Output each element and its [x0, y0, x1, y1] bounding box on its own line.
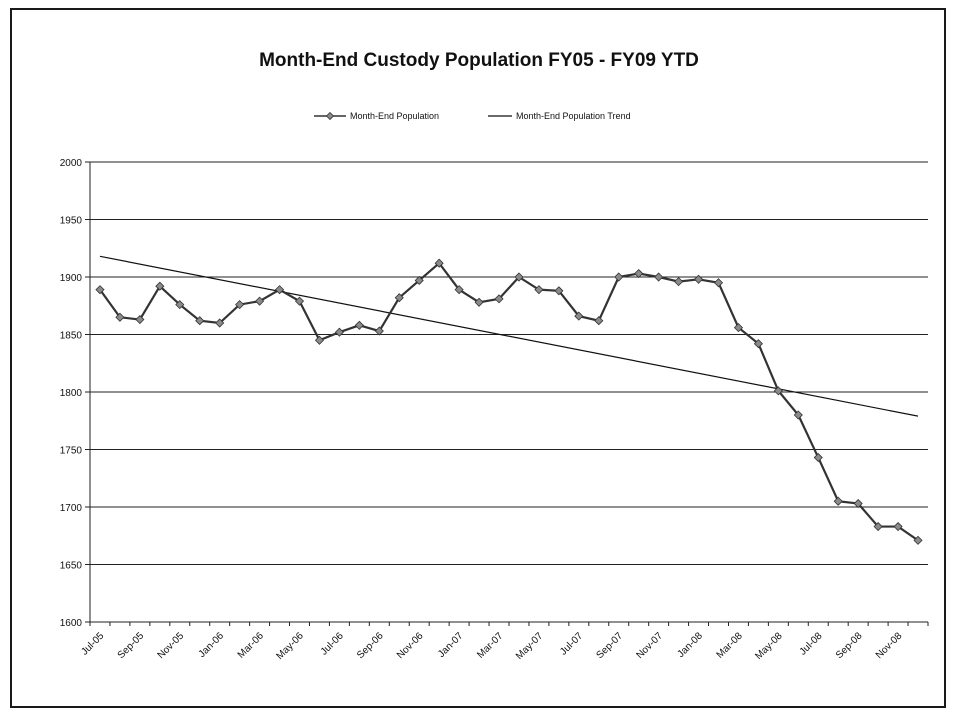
data-point: [893, 521, 903, 532]
trend-line: [99, 255, 919, 417]
x-tick-label: Jul-07: [558, 630, 585, 657]
data-point: [474, 297, 484, 307]
x-tick-label: Mar-06: [236, 630, 266, 660]
data-point: [115, 312, 125, 322]
x-tick-label: Nov-07: [634, 630, 665, 661]
data-point: [454, 285, 464, 295]
chart-frame: [10, 8, 946, 708]
y-axis-ticks: 1600 1650 1700 1750 1800 1850 1900 1950 2000: [60, 158, 90, 629]
data-point: [195, 316, 205, 326]
data-point: [155, 281, 165, 291]
data-point: [394, 293, 404, 303]
data-point: [514, 272, 524, 282]
data-point: [733, 323, 744, 333]
x-tick-label: Mar-08: [715, 630, 745, 660]
population-line: [99, 261, 919, 542]
gridlines: [90, 161, 928, 565]
data-point: [693, 274, 704, 284]
x-tick-label: Jul-06: [319, 630, 346, 657]
y-tick-label: 1900: [60, 273, 83, 284]
y-tick-label: 1800: [60, 388, 83, 399]
data-point: [354, 320, 364, 330]
data-point: [334, 327, 344, 337]
x-tick-label: May-08: [753, 630, 785, 662]
data-point: [634, 268, 644, 279]
data-point: [314, 335, 325, 345]
data-point: [294, 296, 305, 306]
legend: Month-End Population Month-End Population…: [314, 111, 631, 121]
data-point: [913, 535, 923, 545]
x-tick-label: Mar-07: [475, 630, 505, 660]
data-point: [773, 386, 783, 396]
data-point: [713, 278, 724, 288]
y-tick-label: 1650: [60, 561, 83, 572]
y-tick-label: 2000: [60, 158, 83, 169]
data-point: [753, 339, 763, 349]
data-point: [534, 285, 544, 295]
x-tick-label: Sep-08: [834, 630, 865, 661]
y-tick-label: 1750: [60, 446, 83, 457]
x-tick-label: Jul-08: [798, 630, 825, 657]
data-point: [175, 300, 185, 310]
data-point: [554, 286, 564, 296]
legend-label-trend: Month-End Population Trend: [516, 111, 631, 121]
x-tick-label: Sep-07: [595, 630, 626, 661]
x-tick-label: Sep-06: [355, 630, 386, 661]
data-point: [594, 316, 604, 326]
x-tick-label: Sep-05: [116, 630, 147, 661]
data-point: [813, 452, 823, 463]
data-point: [255, 296, 265, 306]
legend-label-population: Month-End Population: [350, 111, 439, 121]
data-point: [833, 496, 843, 506]
x-tick-label: Nov-06: [395, 630, 426, 661]
x-tick-label: Jan-06: [197, 630, 227, 660]
data-point: [414, 275, 424, 286]
data-point: [574, 311, 584, 321]
x-tick-label: Jan-07: [436, 630, 466, 660]
series-group: [95, 255, 923, 545]
data-point: [434, 258, 444, 268]
data-point: [235, 300, 245, 310]
y-tick-label: 1850: [60, 331, 83, 342]
data-point: [135, 314, 145, 325]
data-point: [614, 272, 624, 282]
data-point: [95, 285, 105, 295]
data-point: [215, 318, 225, 328]
data-point: [654, 272, 664, 282]
y-tick-label: 1700: [60, 503, 83, 514]
data-point: [374, 326, 384, 336]
data-point: [274, 285, 285, 295]
x-tick-label: Jan-08: [676, 630, 706, 660]
x-tick-label: May-06: [274, 630, 306, 662]
data-point: [873, 521, 883, 532]
data-point: [494, 294, 504, 304]
y-tick-label: 1950: [60, 216, 83, 227]
x-tick-label: Jul-05: [79, 630, 106, 657]
data-point: [793, 410, 803, 420]
x-tick-label: Nov-05: [156, 630, 187, 661]
data-point: [853, 498, 863, 509]
legend-marker-population: [325, 111, 335, 121]
y-tick-label: 1600: [60, 618, 83, 629]
x-axis-ticks: Jul-05 Sep-05 Nov-05 Jan-06 Mar-06 May-06 Jul-…: [79, 622, 929, 662]
x-tick-label: May-07: [514, 630, 546, 662]
chart-title: Month-End Custody Population FY05 - FY09…: [259, 50, 699, 71]
data-point: [674, 277, 684, 287]
x-tick-label: Nov-08: [874, 630, 905, 661]
